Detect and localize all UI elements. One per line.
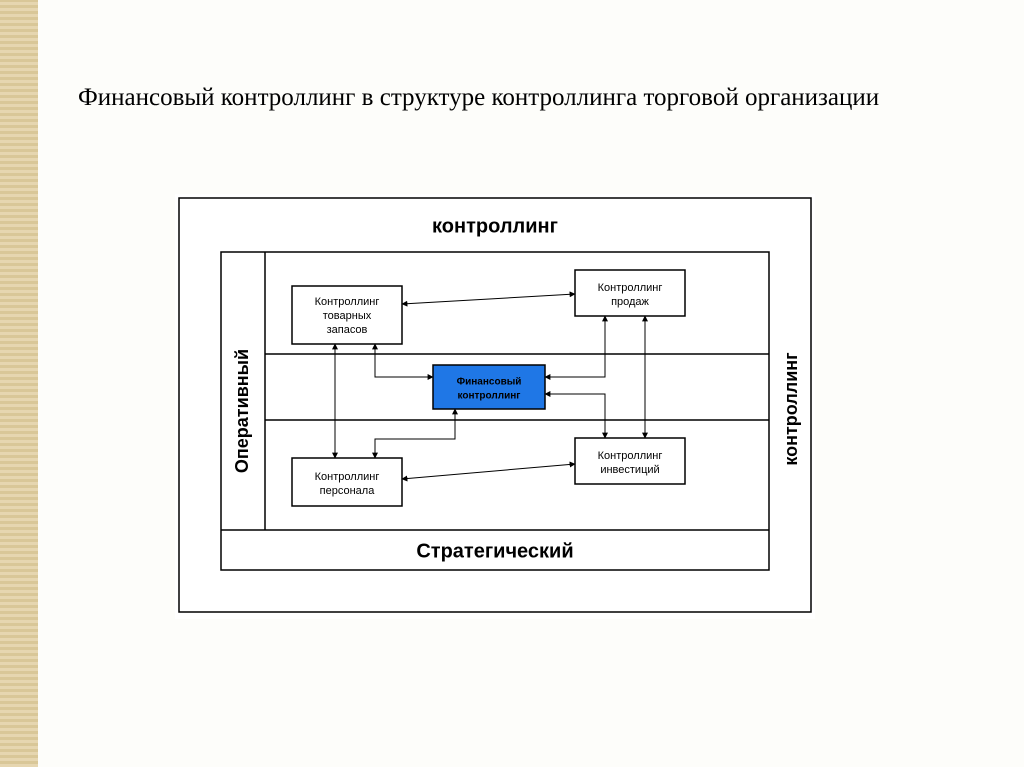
left-label: Оперативный [232, 349, 252, 473]
svg-text:персонала: персонала [320, 485, 376, 497]
svg-text:инвестиций: инвестиций [600, 464, 659, 476]
slide: Финансовый контроллинг в структуре контр… [0, 0, 1024, 767]
svg-text:Контроллинг: Контроллинг [598, 282, 663, 294]
svg-text:запасов: запасов [327, 324, 368, 336]
diagram-svg: контроллинг контроллинг Оперативный Стра… [175, 194, 815, 619]
svg-text:Контроллинг: Контроллинг [598, 450, 663, 462]
node-investment: Контроллинг инвестиций [575, 438, 685, 484]
controlling-diagram: контроллинг контроллинг Оперативный Стра… [175, 194, 815, 619]
node-inventory: Контроллинг товарных запасов [292, 286, 402, 344]
node-personnel: Контроллинг персонала [292, 458, 402, 506]
edge-finance-investment [545, 394, 605, 438]
decorative-strip [0, 0, 38, 767]
top-label: контроллинг [432, 215, 558, 237]
edge-finance-sales [545, 316, 605, 377]
edge-inventory-sales [402, 294, 575, 304]
edge-finance-inventory [375, 344, 433, 377]
bottom-label: Стратегический [416, 540, 573, 562]
edge-finance-personnel [375, 409, 455, 458]
node-sales: Контроллинг продаж [575, 270, 685, 316]
svg-text:продаж: продаж [611, 296, 649, 308]
right-label: контроллинг [781, 352, 801, 466]
page-title: Финансовый контроллинг в структуре контр… [78, 82, 948, 115]
svg-text:Контроллинг: Контроллинг [315, 296, 380, 308]
edge-personnel-investment [402, 464, 575, 479]
svg-text:Финансовый: Финансовый [457, 377, 522, 388]
node-finance: Финансовый контроллинг [433, 365, 545, 409]
svg-text:товарных: товарных [323, 310, 372, 322]
svg-text:Контроллинг: Контроллинг [315, 471, 380, 483]
svg-text:контроллинг: контроллинг [458, 391, 521, 402]
